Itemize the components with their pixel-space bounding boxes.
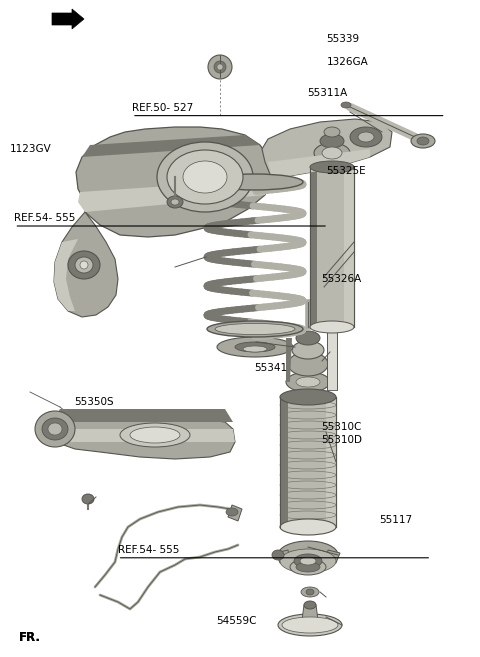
Ellipse shape — [280, 519, 336, 535]
Ellipse shape — [301, 587, 319, 597]
Ellipse shape — [80, 261, 88, 269]
Text: 55311A: 55311A — [307, 88, 348, 99]
Polygon shape — [286, 338, 292, 382]
Ellipse shape — [292, 341, 324, 359]
Ellipse shape — [411, 134, 435, 148]
Polygon shape — [280, 397, 288, 527]
Polygon shape — [262, 119, 392, 179]
Ellipse shape — [208, 55, 232, 79]
Text: 55325E: 55325E — [326, 166, 366, 176]
Polygon shape — [268, 149, 370, 179]
Ellipse shape — [310, 321, 354, 333]
Ellipse shape — [296, 562, 320, 572]
Ellipse shape — [35, 411, 75, 447]
Text: 1326GA: 1326GA — [326, 57, 368, 67]
Polygon shape — [327, 327, 337, 390]
Polygon shape — [310, 167, 317, 327]
Text: 54559C: 54559C — [216, 616, 256, 626]
Ellipse shape — [290, 559, 326, 575]
Ellipse shape — [243, 346, 267, 352]
Polygon shape — [52, 429, 235, 442]
Ellipse shape — [214, 61, 226, 73]
Ellipse shape — [296, 331, 320, 345]
Polygon shape — [78, 179, 272, 212]
Ellipse shape — [304, 601, 316, 609]
Text: REF.50- 527: REF.50- 527 — [132, 102, 193, 113]
Text: FR.: FR. — [19, 631, 41, 644]
Polygon shape — [54, 212, 118, 317]
Ellipse shape — [171, 199, 179, 205]
Text: 55339: 55339 — [326, 34, 360, 45]
Ellipse shape — [322, 147, 342, 159]
Ellipse shape — [320, 134, 344, 148]
Ellipse shape — [294, 554, 322, 568]
Ellipse shape — [272, 550, 284, 560]
Ellipse shape — [341, 102, 351, 108]
Ellipse shape — [280, 389, 336, 405]
Ellipse shape — [217, 337, 293, 357]
Ellipse shape — [358, 132, 374, 142]
Text: 55310D: 55310D — [322, 435, 362, 445]
Ellipse shape — [167, 150, 243, 204]
Ellipse shape — [157, 142, 253, 212]
Ellipse shape — [314, 143, 350, 163]
Ellipse shape — [75, 257, 93, 273]
Ellipse shape — [167, 196, 183, 208]
Polygon shape — [326, 550, 340, 563]
Ellipse shape — [226, 508, 238, 516]
Polygon shape — [302, 605, 318, 620]
Polygon shape — [326, 397, 336, 527]
Ellipse shape — [417, 137, 429, 145]
Ellipse shape — [42, 418, 68, 440]
Ellipse shape — [207, 174, 303, 190]
Ellipse shape — [300, 557, 316, 565]
Polygon shape — [344, 167, 354, 327]
Polygon shape — [276, 550, 290, 563]
Ellipse shape — [183, 161, 227, 193]
Ellipse shape — [278, 614, 342, 636]
Ellipse shape — [324, 127, 340, 137]
Polygon shape — [50, 412, 235, 459]
Ellipse shape — [288, 352, 328, 376]
Text: 55326A: 55326A — [322, 273, 362, 284]
Ellipse shape — [296, 377, 320, 387]
Text: 55117: 55117 — [379, 515, 412, 526]
Ellipse shape — [207, 321, 303, 337]
Ellipse shape — [350, 127, 382, 147]
Text: FR.: FR. — [19, 631, 41, 644]
Ellipse shape — [286, 372, 330, 392]
Ellipse shape — [306, 589, 314, 595]
Polygon shape — [52, 409, 233, 422]
Ellipse shape — [215, 323, 295, 334]
Polygon shape — [228, 505, 242, 521]
Ellipse shape — [310, 161, 354, 173]
Text: REF.54- 555: REF.54- 555 — [118, 545, 179, 555]
Ellipse shape — [68, 251, 100, 279]
Polygon shape — [76, 127, 272, 237]
Ellipse shape — [278, 541, 338, 569]
Ellipse shape — [280, 549, 336, 573]
Text: 1123GV: 1123GV — [10, 144, 51, 154]
Polygon shape — [54, 239, 78, 311]
Text: 55341: 55341 — [254, 363, 288, 373]
Ellipse shape — [235, 342, 275, 352]
Polygon shape — [52, 9, 84, 29]
Ellipse shape — [82, 494, 94, 504]
Polygon shape — [280, 397, 336, 527]
Text: 55350S: 55350S — [74, 397, 114, 407]
Ellipse shape — [217, 64, 223, 70]
Polygon shape — [82, 135, 260, 157]
Ellipse shape — [130, 427, 180, 443]
Polygon shape — [310, 167, 354, 327]
Text: 55310C: 55310C — [322, 422, 362, 432]
Ellipse shape — [48, 423, 62, 435]
Ellipse shape — [120, 423, 190, 447]
Ellipse shape — [282, 617, 338, 633]
Text: REF.54- 555: REF.54- 555 — [14, 213, 76, 223]
